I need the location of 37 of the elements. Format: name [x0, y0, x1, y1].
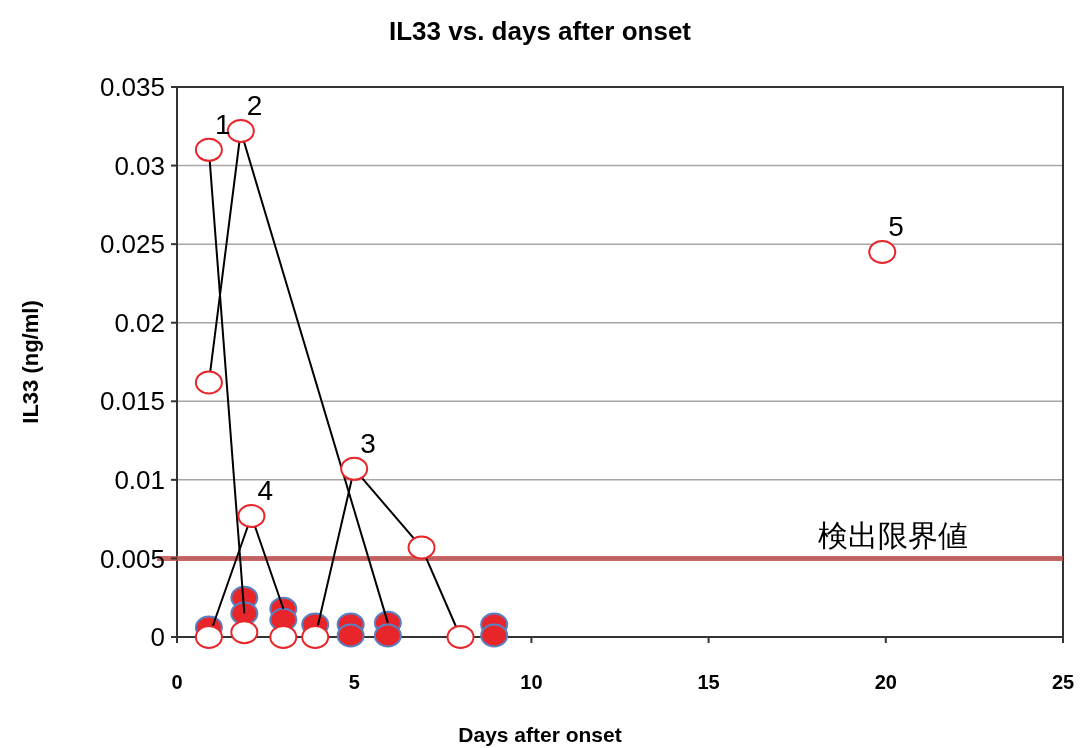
- point: [301, 625, 330, 649]
- annotation: 5: [888, 211, 904, 242]
- point: [237, 504, 266, 528]
- x-tick-label: 10: [520, 671, 543, 693]
- point: [373, 623, 402, 648]
- annotation: 4: [257, 475, 273, 506]
- x-axis-title: Days after onset: [458, 723, 622, 746]
- y-tick-label: 0.035: [99, 72, 165, 103]
- point: [269, 625, 298, 649]
- x-tick-label: 0: [171, 671, 183, 693]
- y-tick-label: 0: [150, 622, 165, 653]
- point: [480, 623, 509, 648]
- y-tick-label: 0.005: [99, 543, 165, 574]
- y-tick-label: 0.01: [114, 464, 165, 495]
- point: [194, 137, 223, 162]
- ref-line-label: 検出限界値: [818, 519, 968, 553]
- point: [340, 456, 369, 481]
- annotation: 1: [214, 108, 231, 140]
- point: [194, 625, 223, 649]
- point: [446, 625, 475, 649]
- x-tick-label: 15: [697, 671, 720, 693]
- annotation: 3: [360, 427, 376, 459]
- y-tick-label: 0.015: [99, 386, 165, 417]
- y-tick-label: 0.025: [99, 229, 165, 260]
- point: [407, 535, 436, 560]
- annotation: 2: [246, 90, 263, 121]
- x-tick-label: 20: [874, 671, 897, 693]
- chart-title: IL33 vs. days after onset: [388, 16, 692, 46]
- point: [336, 623, 365, 648]
- point: [230, 620, 259, 645]
- y-tick-label: 0.03: [114, 150, 165, 181]
- point: [194, 370, 223, 395]
- point: [868, 240, 897, 264]
- y-axis-title: IL33 (ng/ml): [18, 300, 43, 424]
- x-tick-label: 5: [348, 671, 360, 693]
- x-tick-label: 25: [1051, 671, 1075, 693]
- y-tick-label: 0.02: [114, 307, 165, 338]
